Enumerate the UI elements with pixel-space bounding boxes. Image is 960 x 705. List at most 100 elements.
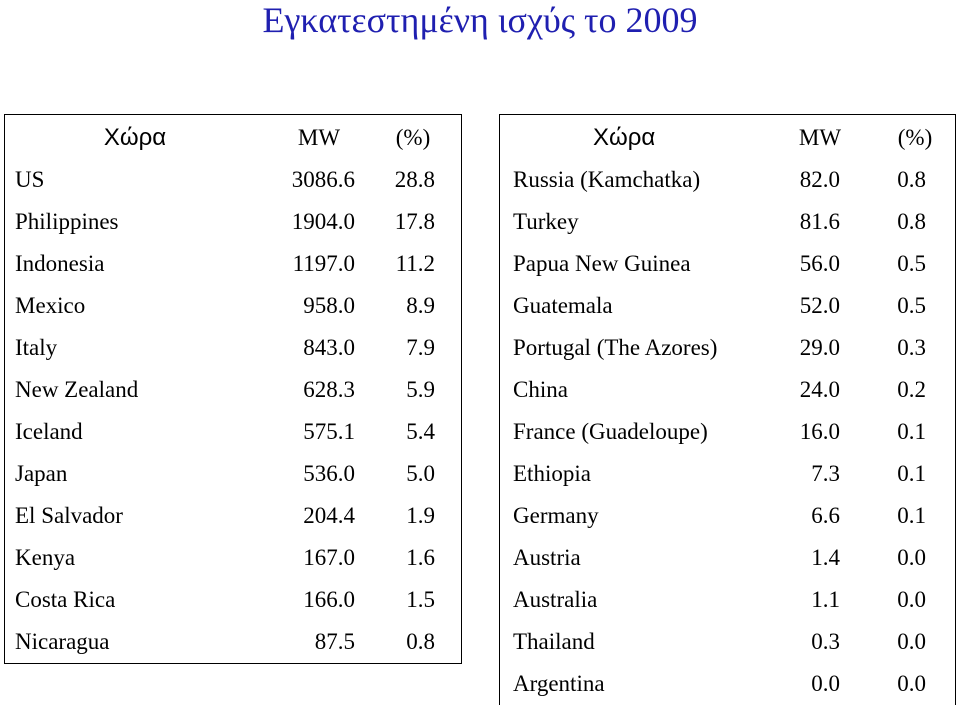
mw-cell: 52.0 (799, 293, 840, 318)
table-row: Kenya 167.0 1.6 (5, 537, 461, 579)
country-cell: Japan (15, 461, 68, 486)
country-cell: Turkey (513, 209, 579, 234)
country-cell: Germany (513, 503, 599, 528)
pct-cell: 5.4 (406, 419, 435, 444)
pct-cell: 0.3 (897, 335, 926, 360)
table-header-row: Χώρα MW (%) (5, 117, 461, 159)
pct-cell: 0.5 (897, 251, 926, 276)
mw-cell: 29.0 (799, 335, 840, 360)
column-header-pct: (%) (897, 125, 933, 150)
mw-cell: 575.1 (303, 419, 355, 444)
country-cell: China (513, 377, 568, 402)
country-cell: Ethiopia (513, 461, 591, 486)
pct-cell: 0.2 (897, 377, 926, 402)
country-cell: Russia (Kamchatka) (513, 167, 701, 192)
pct-cell: 1.9 (406, 503, 435, 528)
country-cell: Nicaragua (15, 629, 110, 654)
mw-cell: 1.1 (811, 587, 840, 612)
mw-cell: 82.0 (799, 167, 840, 192)
capacity-table-right: Χώρα MW (%) Russia (Kamchatka) 82.0 0.8 Tur… (499, 114, 956, 705)
pct-cell: 0.8 (897, 167, 926, 192)
mw-cell: 167.0 (303, 545, 355, 570)
table-row: Germany 6.6 0.1 (500, 495, 955, 537)
table-row: Russia (Kamchatka) 82.0 0.8 (500, 159, 955, 201)
table-row: China 24.0 0.2 (500, 369, 955, 411)
table-row: Thailand 0.3 0.0 (500, 621, 955, 663)
pct-cell: 0.1 (897, 419, 926, 444)
table-row: Austria 1.4 0.0 (500, 537, 955, 579)
pct-cell: 0.1 (897, 503, 926, 528)
country-cell: Mexico (15, 293, 86, 318)
table-row: Philippines 1904.0 17.8 (5, 201, 461, 243)
table-row: Costa Rica 166.0 1.5 (5, 579, 461, 621)
mw-cell: 16.0 (799, 419, 840, 444)
country-cell: El Salvador (15, 503, 123, 528)
pct-cell: 5.9 (406, 377, 435, 402)
table-header-row: Χώρα MW (%) (500, 117, 955, 159)
country-cell: Kenya (15, 545, 76, 570)
country-cell: Papua New Guinea (513, 251, 691, 276)
country-cell: Indonesia (15, 251, 105, 276)
table-row: Mexico 958.0 8.9 (5, 285, 461, 327)
table-row: Ethiopia 7.3 0.1 (500, 453, 955, 495)
country-cell: Argentina (513, 671, 605, 696)
pct-cell: 0.0 (897, 629, 926, 654)
country-cell: US (15, 167, 45, 192)
column-header-pct: (%) (395, 125, 431, 150)
column-header-country: Χώρα (593, 124, 656, 151)
mw-cell: 204.4 (303, 503, 355, 528)
country-cell: Australia (513, 587, 598, 612)
country-cell: Italy (15, 335, 58, 360)
pct-cell: 1.5 (406, 587, 435, 612)
mw-cell: 1197.0 (292, 251, 355, 276)
mw-cell: 1904.0 (291, 209, 355, 234)
table-row: Australia 1.1 0.0 (500, 579, 955, 621)
column-header-country: Χώρα (103, 124, 167, 151)
table-row: Argentina 0.0 0.0 (500, 663, 955, 705)
mw-cell: 536.0 (303, 461, 355, 486)
mw-cell: 958.0 (303, 293, 355, 318)
table-row: Papua New Guinea 56.0 0.5 (500, 243, 955, 285)
mw-cell: 3086.6 (291, 167, 355, 192)
mw-cell: 87.5 (314, 629, 355, 654)
mw-cell: 0.0 (811, 671, 840, 696)
pct-cell: 28.8 (394, 167, 435, 192)
mw-cell: 166.0 (303, 587, 355, 612)
country-cell: Thailand (513, 629, 595, 654)
pct-cell: 0.0 (897, 545, 926, 570)
country-cell: Philippines (15, 209, 119, 234)
pct-cell: 1.6 (406, 545, 435, 570)
pct-cell: 0.1 (897, 461, 926, 486)
table-row: Japan 536.0 5.0 (5, 453, 461, 495)
country-cell: Guatemala (513, 293, 613, 318)
table-row: Nicaragua 87.5 0.8 (5, 621, 461, 663)
table-row: Italy 843.0 7.9 (5, 327, 461, 369)
country-cell: Portugal (The Azores) (513, 335, 718, 360)
pct-cell: 0.5 (897, 293, 926, 318)
pct-cell: 8.9 (406, 293, 435, 318)
mw-cell: 6.6 (811, 503, 840, 528)
country-cell: Costa Rica (15, 587, 116, 612)
column-header-mw: MW (798, 125, 842, 150)
pct-cell: 7.9 (406, 335, 435, 360)
pct-cell: 11.2 (395, 251, 435, 276)
pct-cell: 5.0 (406, 461, 435, 486)
mw-cell: 24.0 (799, 377, 840, 402)
mw-cell: 7.3 (811, 461, 840, 486)
country-cell: Austria (513, 545, 581, 570)
pct-cell: 17.8 (394, 209, 435, 234)
table-row: Indonesia 1197.0 11.2 (5, 243, 461, 285)
table-row: New Zealand 628.3 5.9 (5, 369, 461, 411)
column-header-mw: MW (297, 125, 341, 150)
table-row: US 3086.6 28.8 (5, 159, 461, 201)
pct-cell: 0.8 (897, 209, 926, 234)
mw-cell: 843.0 (303, 335, 355, 360)
mw-cell: 1.4 (811, 545, 840, 570)
capacity-table-left: Χώρα MW (%) US 3086.6 28.8 Philippines 1904.… (4, 114, 462, 664)
pct-cell: 0.0 (897, 671, 926, 696)
table-row: France (Guadeloupe) 16.0 0.1 (500, 411, 955, 453)
country-cell: New Zealand (15, 377, 139, 402)
table-row: Guatemala 52.0 0.5 (500, 285, 955, 327)
country-cell: France (Guadeloupe) (513, 419, 708, 444)
mw-cell: 81.6 (799, 209, 840, 234)
